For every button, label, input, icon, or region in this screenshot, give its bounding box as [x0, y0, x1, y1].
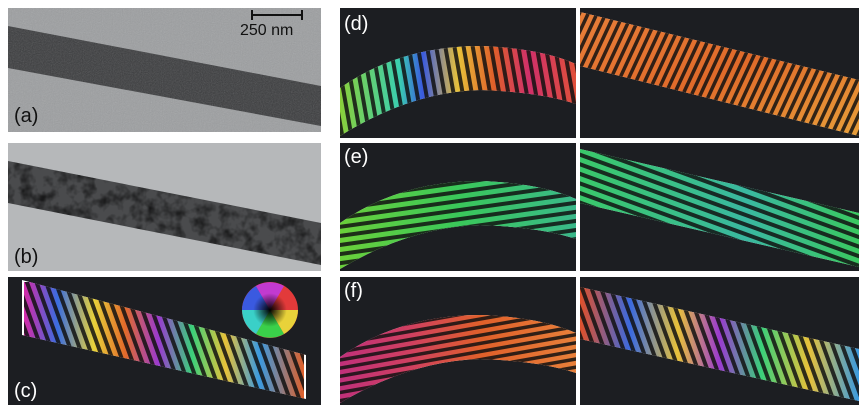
panel-d-right: [580, 8, 859, 138]
straight-strip-d-phase-map: [580, 12, 859, 136]
nanostrip-b-image: [8, 143, 321, 271]
panel-d-left: (d): [340, 8, 576, 138]
panel-label-b: (b): [14, 246, 39, 268]
panel-label-e: (e): [344, 146, 369, 168]
straight-strip-f-phase-map: [580, 287, 859, 401]
panel-label-a: (a): [14, 105, 39, 127]
panel-label-f: (f): [344, 280, 363, 302]
panel-e-right: [580, 143, 859, 271]
curved-strip-e-phase-map: [340, 181, 576, 269]
panel-e-left: (e): [340, 143, 576, 271]
nanostrip-c-phase-map: [22, 280, 306, 399]
panel-label-c: (c): [14, 380, 38, 402]
scale-bar-right-tick: [301, 10, 303, 20]
panel-b-tem-image: (b): [8, 143, 321, 271]
curved-strip-d-phase-map: [340, 46, 576, 136]
panel-f-left: (f): [340, 277, 576, 405]
curved-strip-f-phase-map: [340, 315, 576, 403]
scale-bar-label: 250 nm: [240, 22, 294, 39]
nanostrip-a-image: [8, 8, 321, 132]
panel-label-d: (d): [344, 13, 369, 35]
scale-bar-left-tick: [251, 10, 253, 20]
straight-strip-e-phase-map: [580, 149, 859, 267]
panel-c-holography: (c): [8, 277, 321, 405]
scale-bar-icon: [251, 14, 303, 16]
panel-f-right: [580, 277, 859, 405]
color-wheel-icon: [242, 282, 298, 338]
panel-a-tem-image: (a) 250 nm: [8, 8, 321, 132]
